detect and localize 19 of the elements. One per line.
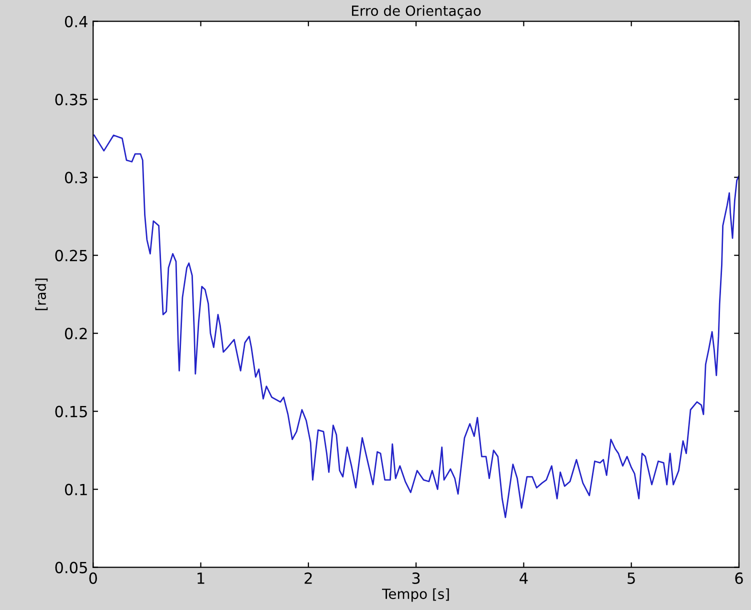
y-tick-label: 0.35	[55, 94, 87, 106]
y-tick-label: 0.3	[64, 172, 88, 184]
chart-title: Erro de Orientaçao	[352, 5, 481, 18]
x-tick-label: 2	[304, 572, 312, 584]
x-tick-label: 0	[89, 572, 97, 584]
line-series	[94, 134, 739, 518]
y-tick-label: 0.1	[64, 484, 87, 496]
y-tick-label: 0.05	[55, 562, 87, 574]
y-tick-label: 0.15	[55, 406, 87, 418]
y-axis-title: [rad]	[35, 278, 48, 310]
x-tick-label: 5	[628, 572, 635, 584]
x-axis-title: Tempo [s]	[382, 588, 449, 602]
x-tick-label: 3	[412, 572, 420, 584]
y-tick-label: 0.25	[55, 250, 87, 262]
x-tick-label: 6	[735, 572, 743, 584]
y-tick-label: 0.2	[64, 328, 87, 340]
y-tick-label: 0.4	[64, 16, 88, 28]
x-tick-label: 1	[198, 572, 204, 584]
x-tick-label: 4	[520, 572, 528, 584]
